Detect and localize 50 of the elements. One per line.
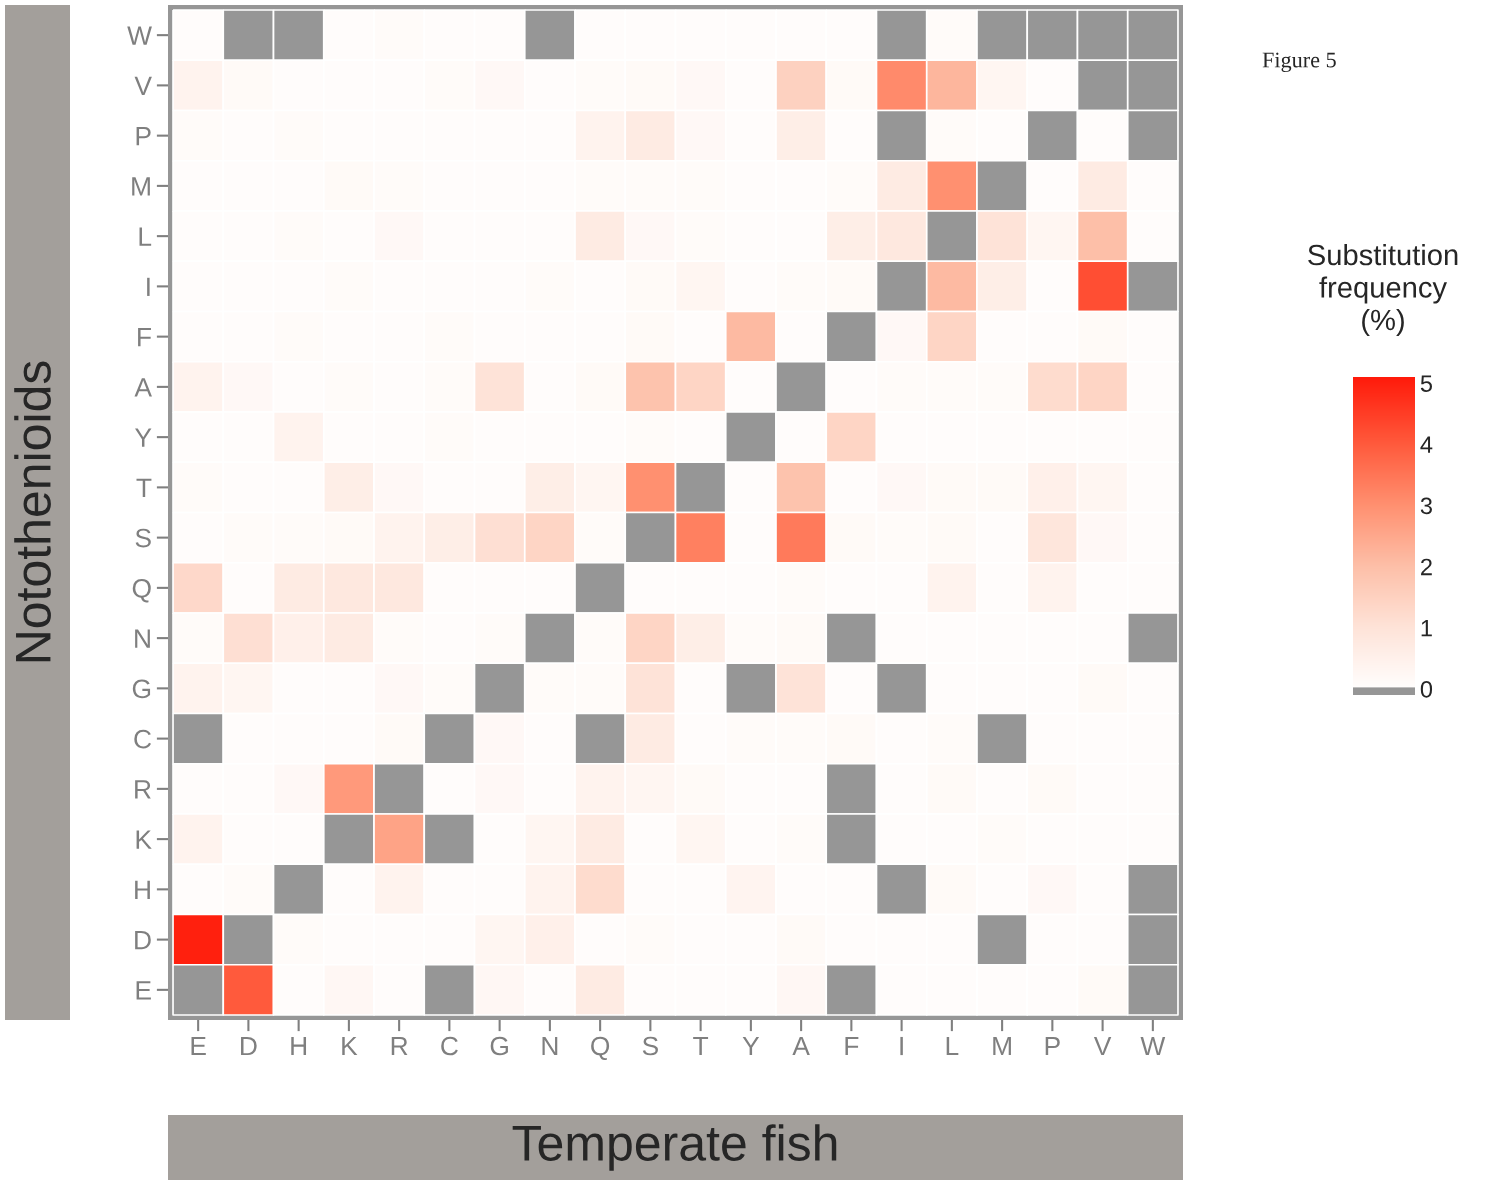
color-bar-label: 3 <box>1420 497 1432 515</box>
x-tick-label: E <box>191 1036 206 1056</box>
y-tick-label: E <box>136 981 151 1000</box>
x-tick-label: N <box>542 1036 558 1056</box>
color-bar-title: Substitution frequency (%) <box>1308 243 1458 337</box>
y-tick-label: K <box>136 830 152 849</box>
color-bar-label: 0 <box>1420 680 1433 698</box>
x-tick-label: I <box>900 1036 903 1056</box>
x-tick-label: D <box>241 1036 257 1056</box>
y-tick-label: P <box>136 127 151 146</box>
x-tick-label: Q <box>591 1036 610 1061</box>
y-tick-label: T <box>136 478 152 497</box>
color-bar-label: 5 <box>1420 375 1432 392</box>
x-tick-label: M <box>993 1036 1011 1056</box>
x-tick-label: F <box>845 1036 859 1056</box>
y-tick-label: C <box>134 729 152 749</box>
y-tick-label: H <box>135 880 150 899</box>
y-tick-label: I <box>147 277 150 296</box>
x-tick-label: A <box>792 1036 810 1056</box>
caption: Figure 5 <box>1262 52 1336 73</box>
y-tick-label: D <box>135 931 151 950</box>
x-axis-title: Temperate fish <box>512 1124 837 1171</box>
x-tick-label: G <box>490 1036 508 1056</box>
x-tick-label: V <box>1093 1036 1112 1056</box>
color-bar-label: 1 <box>1421 620 1432 637</box>
y-tick-label: W <box>127 26 152 45</box>
y-tick-label: R <box>135 780 151 799</box>
x-tick-label: T <box>693 1036 709 1056</box>
color-bar-label: 4 <box>1420 436 1433 453</box>
x-tick-label: P <box>1045 1036 1060 1056</box>
y-tick-label: A <box>134 378 152 397</box>
x-tick-label: R <box>391 1036 408 1056</box>
y-tick-label: F <box>138 328 151 347</box>
x-tick-label: S <box>642 1036 658 1056</box>
color-bar-label: 2 <box>1421 558 1432 576</box>
y-tick-label: Q <box>132 579 151 603</box>
x-tick-label: H <box>291 1036 307 1056</box>
y-tick-label: M <box>132 177 150 196</box>
y-tick-label: L <box>139 227 152 246</box>
x-tick-label: K <box>342 1036 358 1056</box>
y-tick-label: S <box>135 528 151 548</box>
y-tick-label: N <box>135 629 150 648</box>
x-tick-label: W <box>1140 1036 1166 1056</box>
x-tick-label: L <box>946 1036 959 1056</box>
y-axis-title: Notothenioids <box>14 361 51 662</box>
y-tick-label: V <box>134 76 152 95</box>
x-tick-label: C <box>441 1036 458 1056</box>
x-tick-label: Y <box>742 1036 760 1056</box>
y-tick-label: Y <box>135 428 152 447</box>
y-tick-label: G <box>132 679 151 699</box>
